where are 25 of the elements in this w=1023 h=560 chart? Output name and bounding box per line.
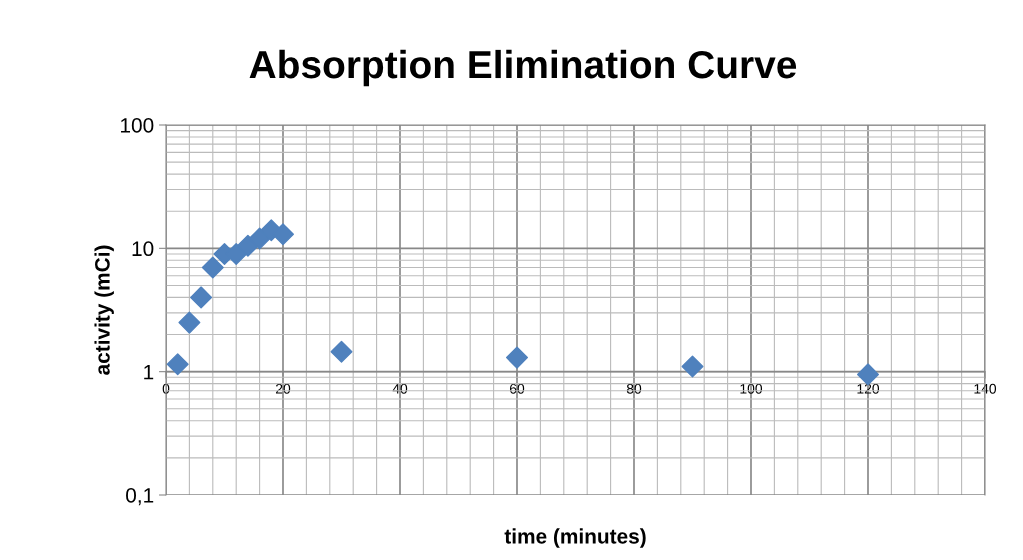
x-tick-label: 100 xyxy=(740,383,763,394)
point xyxy=(272,223,294,246)
point xyxy=(190,286,213,309)
x-tick-label: 0 xyxy=(162,383,170,394)
x-tick-label: 60 xyxy=(509,383,525,394)
y-tick-label: 1 xyxy=(144,364,154,380)
x-axis-title: time (minutes) xyxy=(504,528,646,548)
point xyxy=(178,311,201,334)
x-tick-label: 20 xyxy=(275,383,291,394)
point xyxy=(166,353,189,376)
x-tick-label: 140 xyxy=(974,383,997,394)
y-tick-label: 0,1 xyxy=(126,488,154,506)
point xyxy=(201,256,224,279)
y-tick-label: 100 xyxy=(121,118,154,133)
point xyxy=(681,355,704,378)
chart-title: Absorption Elimination Curve xyxy=(249,49,797,87)
point xyxy=(248,227,271,250)
x-tick-label: 40 xyxy=(392,383,408,394)
y-axis-title: activity (mCi) xyxy=(94,245,114,375)
x-tick-label: 80 xyxy=(626,383,642,394)
y-tick-label: 10 xyxy=(132,241,154,257)
x-tick-label: 120 xyxy=(857,383,880,394)
point xyxy=(857,363,879,386)
point xyxy=(506,346,528,369)
point xyxy=(330,340,353,363)
